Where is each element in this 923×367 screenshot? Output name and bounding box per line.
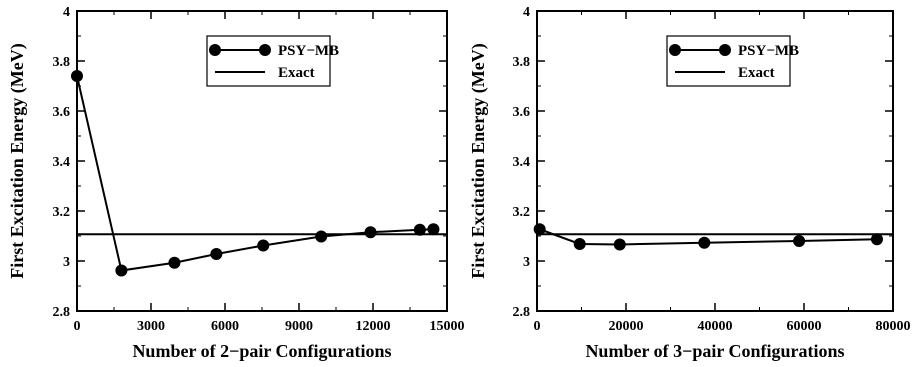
y-tick-label: 3.4: [53, 155, 71, 170]
legend-box: [206, 35, 331, 87]
x-tick-label: 3000: [137, 319, 165, 334]
chart-panel-2: 0 20000 40000 60000 80000 2.8 3 3.2 3.4 3.6 3.8 4 Nu…: [468, 5, 911, 361]
y-tick-label: 3.6: [53, 105, 71, 120]
psy-mb-point: [427, 223, 440, 236]
psy-mb-point: [257, 239, 270, 252]
y-tick-label: 2.8: [53, 305, 71, 320]
y-tick-label: 4: [523, 5, 530, 20]
psy-mb-point: [315, 230, 328, 243]
x-tick-label: 60000: [787, 319, 822, 334]
y-tick-label: 2.8: [513, 305, 531, 320]
x-tick-label: 0: [74, 319, 81, 334]
y-tick-label: 3.6: [513, 105, 531, 120]
psy-mb-point: [573, 238, 586, 250]
x-tick-label: 80000: [876, 319, 911, 334]
psy-mb-point: [613, 238, 626, 251]
legend-marker: [669, 44, 681, 56]
legend-label: Exact: [278, 65, 315, 81]
x-tick-label: 9000: [285, 319, 313, 334]
x-tick-label: 12000: [356, 319, 391, 334]
x-axis-label: Number of 2−pair Configurations: [132, 341, 391, 361]
psy-mb-point: [870, 233, 883, 246]
legend-box: [666, 35, 791, 87]
psy-mb-point: [533, 223, 546, 236]
y-tick-label: 3.2: [53, 205, 71, 220]
y-tick-label: 3: [523, 255, 530, 270]
legend: PSY−MB Exact: [206, 35, 339, 87]
psy-mb-point: [168, 256, 181, 269]
y-tick-label: 3.8: [53, 55, 71, 70]
psy-mb-point: [115, 264, 128, 277]
x-tick-label: 6000: [211, 319, 239, 334]
x-tick-label: 15000: [430, 319, 465, 334]
x-tick-label: 40000: [698, 319, 733, 334]
psy-mb-line: [539, 228, 878, 246]
x-axis-label: Number of 3−pair Configurations: [585, 341, 844, 361]
y-axis-label: First Excitation Energy (MeV): [7, 43, 28, 278]
legend-label: Exact: [738, 65, 775, 81]
legend-marker: [259, 44, 271, 56]
legend-label: PSY−MB: [738, 43, 799, 59]
legend-label: PSY−MB: [278, 43, 339, 59]
y-tick-label: 3.2: [513, 205, 531, 220]
psy-mb-point: [793, 235, 806, 247]
psy-mb-point: [698, 236, 711, 249]
y-axis-label: First Excitation Energy (MeV): [468, 43, 489, 278]
y-tick-label: 3.8: [513, 55, 531, 70]
psy-mb-point: [210, 248, 223, 260]
legend: PSY−MB Exact: [666, 35, 799, 87]
legend-marker: [209, 44, 221, 56]
legend-marker: [719, 44, 731, 56]
x-tick-label: 20000: [609, 319, 644, 334]
psy-mb-point: [364, 226, 377, 239]
psy-mb-line: [76, 75, 434, 272]
y-tick-label: 3.4: [513, 155, 531, 170]
psy-mb-point: [413, 223, 426, 236]
psy-mb-point: [71, 70, 83, 82]
y-tick-label: 4: [63, 5, 70, 20]
y-tick-label: 3: [63, 255, 70, 270]
x-tick-label: 0: [534, 319, 541, 334]
chart-panel-1: 0 3000 6000 9000 12000 15000 2.8 3 3.2 3.4 3.6 3.8 4…: [7, 5, 465, 361]
